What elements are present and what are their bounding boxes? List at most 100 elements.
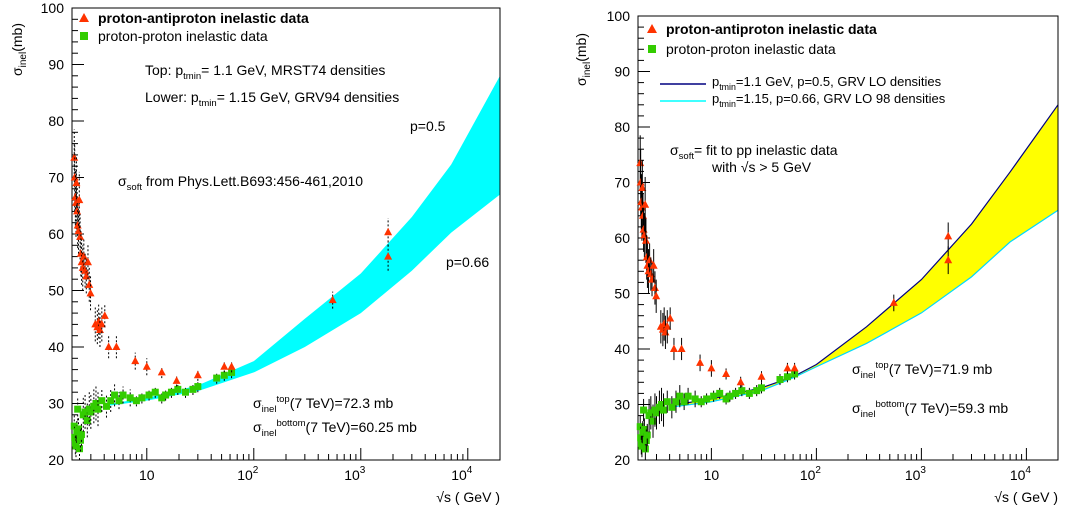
ppbar-point (112, 342, 121, 350)
ppbar-point (638, 183, 647, 192)
ppbar-point (72, 178, 81, 187)
ppbar-point (97, 319, 106, 328)
ppbar-point (75, 195, 84, 204)
y-tick-label: 20 (614, 452, 630, 468)
pp-point (194, 383, 202, 391)
pp-point (119, 391, 127, 399)
ppbar-point (666, 313, 675, 322)
pp-point (158, 394, 166, 402)
y-tick-label: 30 (48, 396, 64, 412)
ppbar-point (669, 344, 678, 352)
ppbar-point (100, 311, 109, 319)
pp-point (74, 405, 82, 413)
legend-square-icon (80, 32, 88, 40)
pp-point (70, 422, 78, 430)
annotation-top: Top: ptmin= 1.1 GeV, MRST74 densities (145, 62, 385, 82)
ppbar-point (783, 363, 792, 372)
pp-point (738, 387, 746, 395)
prediction-band (669, 104, 1058, 408)
legend-label: proton-antiproton inelastic data (98, 10, 309, 26)
pp-point (660, 406, 668, 414)
pp-point (74, 425, 82, 433)
pp-point (703, 395, 711, 403)
y-tick-label: 40 (48, 339, 64, 355)
pp-point (75, 445, 83, 453)
pp-point (132, 397, 140, 405)
pp-point (697, 398, 705, 406)
ppbar-point (722, 369, 731, 377)
ppbar-point (645, 255, 654, 264)
annotation-sigma-soft: σsoft= fit to pp inelastic data (670, 142, 838, 162)
pp-point (676, 392, 684, 400)
ppbar-point (104, 342, 113, 350)
legend-triangle-icon (647, 24, 657, 33)
ppbar-point (384, 227, 393, 236)
pp-point (92, 400, 100, 407)
ppbar-point (663, 322, 672, 330)
pp-point (111, 391, 119, 399)
pp-point (641, 445, 649, 453)
x-tick-label: 103 (344, 465, 366, 483)
pp-point (174, 385, 182, 393)
pp-point (220, 371, 228, 379)
y-tick-label: 90 (48, 57, 64, 73)
ppbar-point (86, 288, 95, 297)
pp-point (640, 425, 648, 433)
pp-point (126, 394, 134, 402)
ppbar-point (142, 362, 151, 370)
pp-point (663, 398, 671, 406)
pp-point (672, 398, 680, 406)
pp-point (115, 397, 123, 405)
pp-point (181, 388, 189, 396)
ppbar-point (77, 257, 86, 266)
pp-point (162, 391, 170, 399)
legend-triangle-icon (79, 13, 89, 22)
pp-point (637, 434, 645, 442)
ppbar-point (677, 344, 686, 352)
x-tick-label: 104 (1010, 465, 1032, 483)
annotation-sigma-bottom: σinelbottom(7 TeV)=60.25 mb (253, 418, 417, 439)
ppbar-point (73, 206, 82, 215)
y-tick-label: 40 (614, 341, 630, 357)
ppbar-point (76, 232, 85, 240)
pp-point (83, 416, 91, 424)
pp-point (684, 392, 692, 400)
prediction-band (104, 75, 501, 407)
y-tick-label: 100 (41, 0, 65, 16)
pp-point (776, 376, 784, 384)
legend-label: proton-proton inelastic data (98, 28, 268, 44)
ppbar-point (790, 363, 799, 372)
x-tick-label: 103 (905, 465, 927, 483)
pp-point (107, 397, 115, 405)
pp-point (710, 392, 718, 400)
y-tick-label: 90 (614, 64, 630, 80)
chart-right: 20 30 40 50 60 70 80 90 100 10 102 103 104 √s ( GeV )… (573, 8, 1059, 505)
x-axis-label: √s ( GeV ) (436, 489, 500, 505)
ppbar-point (646, 269, 655, 278)
ppbar-point (83, 257, 92, 266)
y-tick-label: 80 (614, 119, 630, 135)
y-tick-label: 50 (48, 283, 64, 299)
pp-point (213, 374, 221, 382)
ppbar-point (641, 236, 650, 244)
ppbar-point (328, 295, 337, 304)
pp-point (783, 373, 791, 381)
ppbar-point (95, 325, 104, 334)
ppbar-point (157, 367, 166, 376)
pp-point (76, 436, 84, 444)
pp-point (87, 408, 95, 416)
pp-point (138, 394, 146, 402)
ppbar-point (81, 266, 90, 274)
ppbar-point (131, 356, 140, 365)
annotation-p-lower: p=0.66 (446, 254, 489, 270)
ppbar-point (71, 192, 80, 201)
ppbar-point (652, 291, 661, 300)
pp-point (643, 431, 651, 439)
pp-point (691, 395, 699, 403)
ppbar-point (384, 252, 393, 260)
ppbar-point (757, 372, 766, 380)
pp-point (652, 409, 660, 417)
pp-point (145, 391, 153, 399)
pp-point (649, 417, 657, 425)
y-tick-label: 70 (48, 170, 64, 186)
